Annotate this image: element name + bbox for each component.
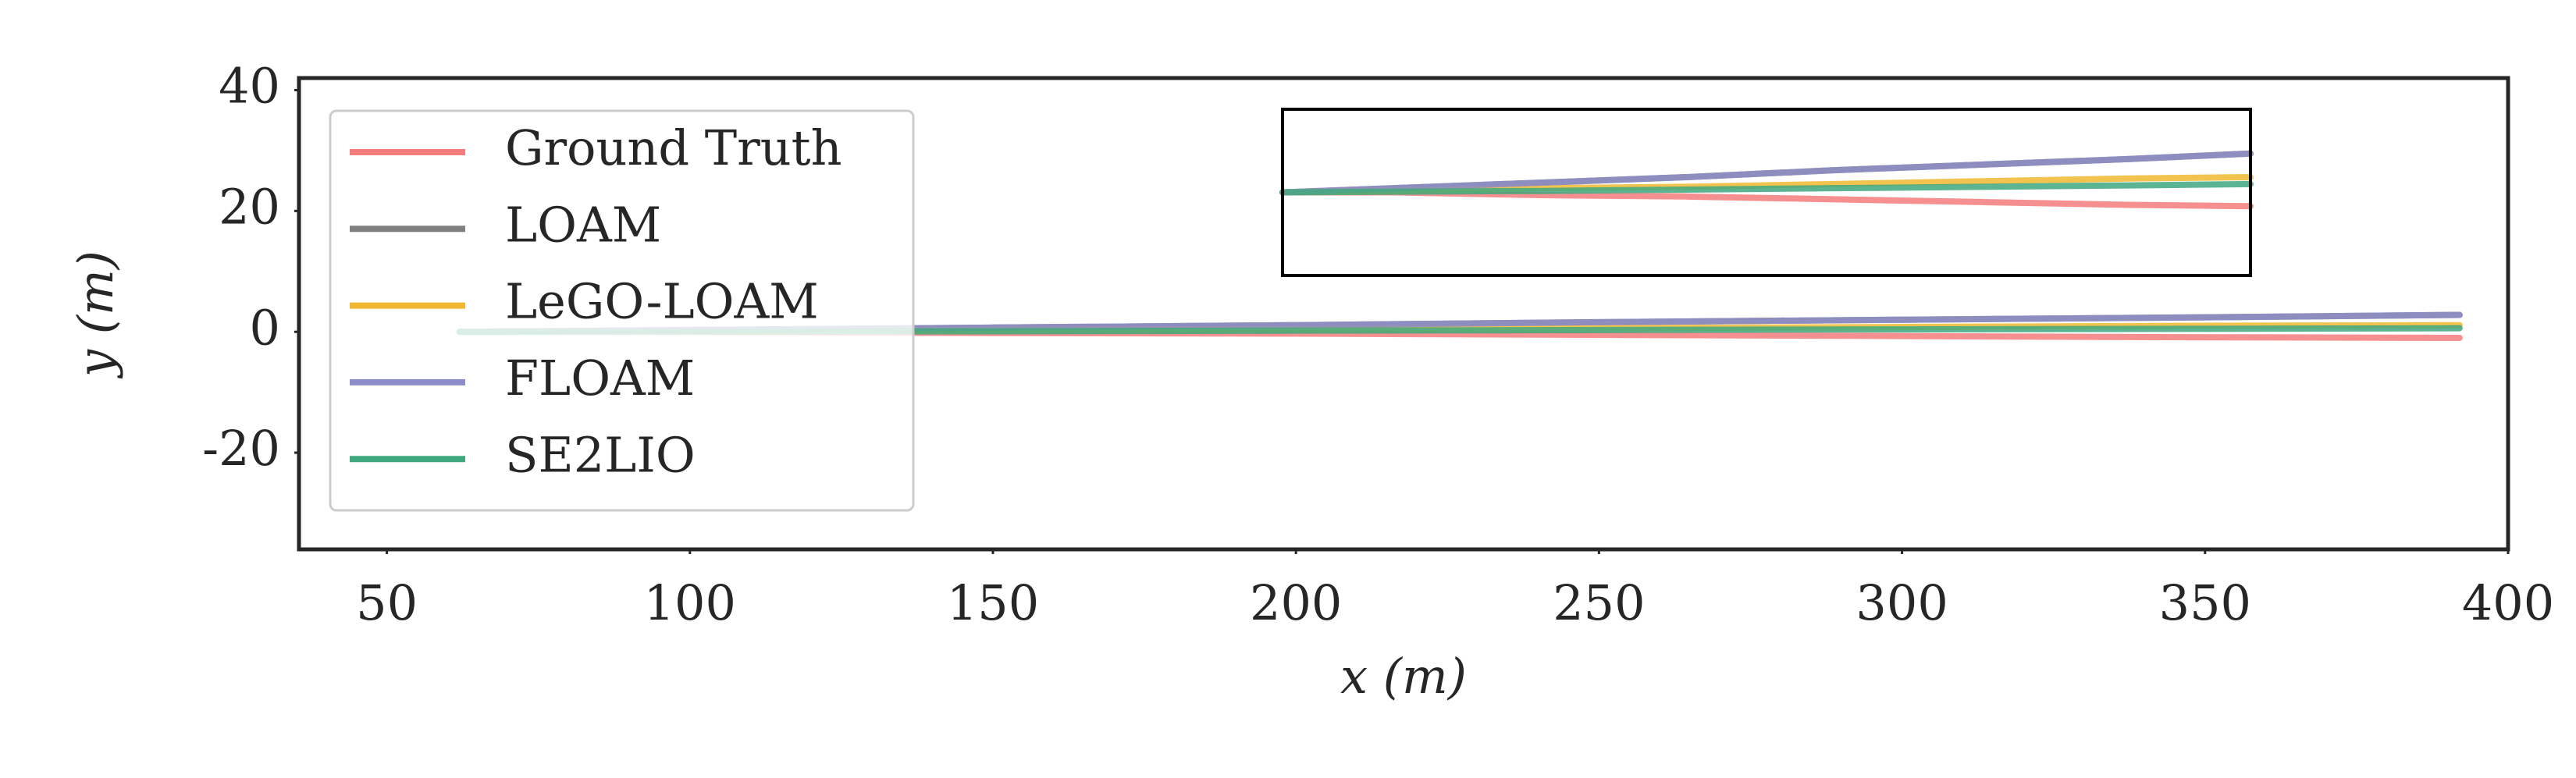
inset-line bbox=[1279, 180, 2254, 196]
x-tick-label: 350 bbox=[2159, 574, 2251, 631]
inset-line bbox=[1279, 150, 2254, 196]
legend-label: SE2LIO bbox=[505, 426, 696, 483]
y-axis-label: y (m) bbox=[67, 250, 124, 379]
y-tick-label: 0 bbox=[250, 299, 280, 356]
x-tick-label: 50 bbox=[356, 574, 418, 631]
x-tick-label: 200 bbox=[1250, 574, 1342, 631]
y-tick-label: 20 bbox=[219, 178, 280, 235]
legend-label: LOAM bbox=[505, 196, 661, 253]
x-axis-label: x (m) bbox=[1340, 648, 1467, 705]
y-tick-label: -20 bbox=[202, 420, 280, 477]
x-tick-label: 250 bbox=[1553, 574, 1645, 631]
legend-label: Ground Truth bbox=[505, 119, 842, 176]
x-tick-label: 400 bbox=[2462, 574, 2554, 631]
legend-box bbox=[329, 109, 915, 512]
x-tick-label: 300 bbox=[1856, 574, 1948, 631]
x-tick-label: 150 bbox=[947, 574, 1039, 631]
plot-frame bbox=[297, 76, 2510, 552]
legend-label: LeGO-LOAM bbox=[505, 273, 819, 330]
inset-frame bbox=[1281, 108, 2252, 277]
x-tick-label: 100 bbox=[644, 574, 736, 631]
legend-label: FLOAM bbox=[505, 350, 695, 407]
y-tick-label: 40 bbox=[219, 58, 280, 115]
